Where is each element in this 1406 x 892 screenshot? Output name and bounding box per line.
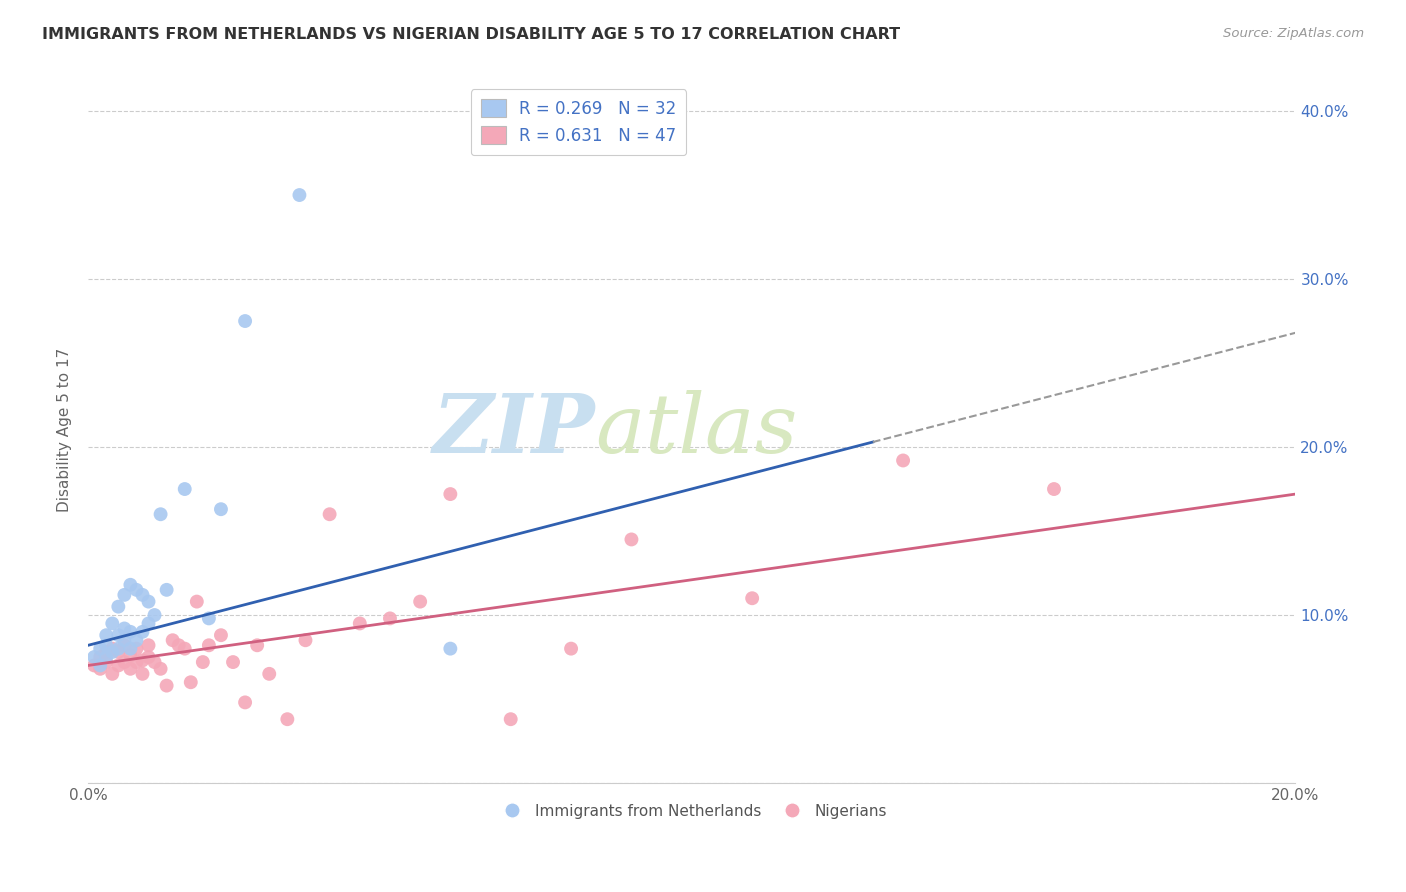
Point <box>233 314 256 328</box>
Point <box>439 641 461 656</box>
Point <box>112 588 135 602</box>
Point <box>378 611 401 625</box>
Point <box>246 638 269 652</box>
Point <box>173 641 195 656</box>
Y-axis label: Disability Age 5 to 17: Disability Age 5 to 17 <box>58 348 72 512</box>
Point <box>560 641 582 656</box>
Point <box>294 633 316 648</box>
Point <box>138 594 160 608</box>
Point <box>89 658 111 673</box>
Point <box>120 624 142 639</box>
Point <box>112 633 135 648</box>
Point <box>257 666 280 681</box>
Point <box>120 648 142 663</box>
Point <box>156 679 179 693</box>
Point <box>107 641 129 656</box>
Point <box>222 655 245 669</box>
Point <box>101 645 124 659</box>
Point <box>131 653 153 667</box>
Point <box>891 453 914 467</box>
Point <box>96 655 118 669</box>
Point <box>107 658 129 673</box>
Point <box>180 675 202 690</box>
Point <box>209 502 232 516</box>
Point <box>131 588 153 602</box>
Point <box>101 641 124 656</box>
Point <box>276 712 298 726</box>
Point <box>198 638 221 652</box>
Point <box>89 650 111 665</box>
Point <box>156 582 179 597</box>
Point <box>125 641 148 656</box>
Point <box>131 666 153 681</box>
Point <box>620 533 643 547</box>
Legend: Immigrants from Netherlands, Nigerians: Immigrants from Netherlands, Nigerians <box>491 797 893 825</box>
Point <box>191 655 214 669</box>
Point <box>499 712 522 726</box>
Point <box>89 662 111 676</box>
Point <box>96 650 118 665</box>
Point <box>1043 482 1066 496</box>
Point <box>143 608 166 623</box>
Point <box>138 616 160 631</box>
Point <box>112 622 135 636</box>
Point <box>167 638 190 652</box>
Point <box>89 641 111 656</box>
Text: Source: ZipAtlas.com: Source: ZipAtlas.com <box>1223 27 1364 40</box>
Point <box>409 594 432 608</box>
Point <box>198 611 221 625</box>
Point <box>107 645 129 659</box>
Point <box>120 578 142 592</box>
Point <box>120 641 142 656</box>
Text: ZIP: ZIP <box>433 390 595 470</box>
Point <box>96 645 118 659</box>
Point <box>101 666 124 681</box>
Point <box>173 482 195 496</box>
Text: IMMIGRANTS FROM NETHERLANDS VS NIGERIAN DISABILITY AGE 5 TO 17 CORRELATION CHART: IMMIGRANTS FROM NETHERLANDS VS NIGERIAN … <box>42 27 900 42</box>
Point <box>107 628 129 642</box>
Point <box>125 633 148 648</box>
Point <box>107 599 129 614</box>
Point <box>83 650 105 665</box>
Point <box>233 695 256 709</box>
Point <box>288 188 311 202</box>
Point <box>186 594 208 608</box>
Point <box>120 662 142 676</box>
Point <box>83 658 105 673</box>
Point <box>125 582 148 597</box>
Point <box>96 638 118 652</box>
Point <box>138 638 160 652</box>
Text: atlas: atlas <box>595 390 797 470</box>
Point <box>131 624 153 639</box>
Point <box>439 487 461 501</box>
Point <box>741 591 763 606</box>
Point <box>143 655 166 669</box>
Point <box>149 508 172 522</box>
Point <box>149 662 172 676</box>
Point <box>349 616 371 631</box>
Point <box>209 628 232 642</box>
Point <box>112 655 135 669</box>
Point <box>318 508 340 522</box>
Point <box>162 633 184 648</box>
Point <box>125 655 148 669</box>
Point <box>96 628 118 642</box>
Point <box>138 650 160 665</box>
Point <box>112 638 135 652</box>
Point <box>101 616 124 631</box>
